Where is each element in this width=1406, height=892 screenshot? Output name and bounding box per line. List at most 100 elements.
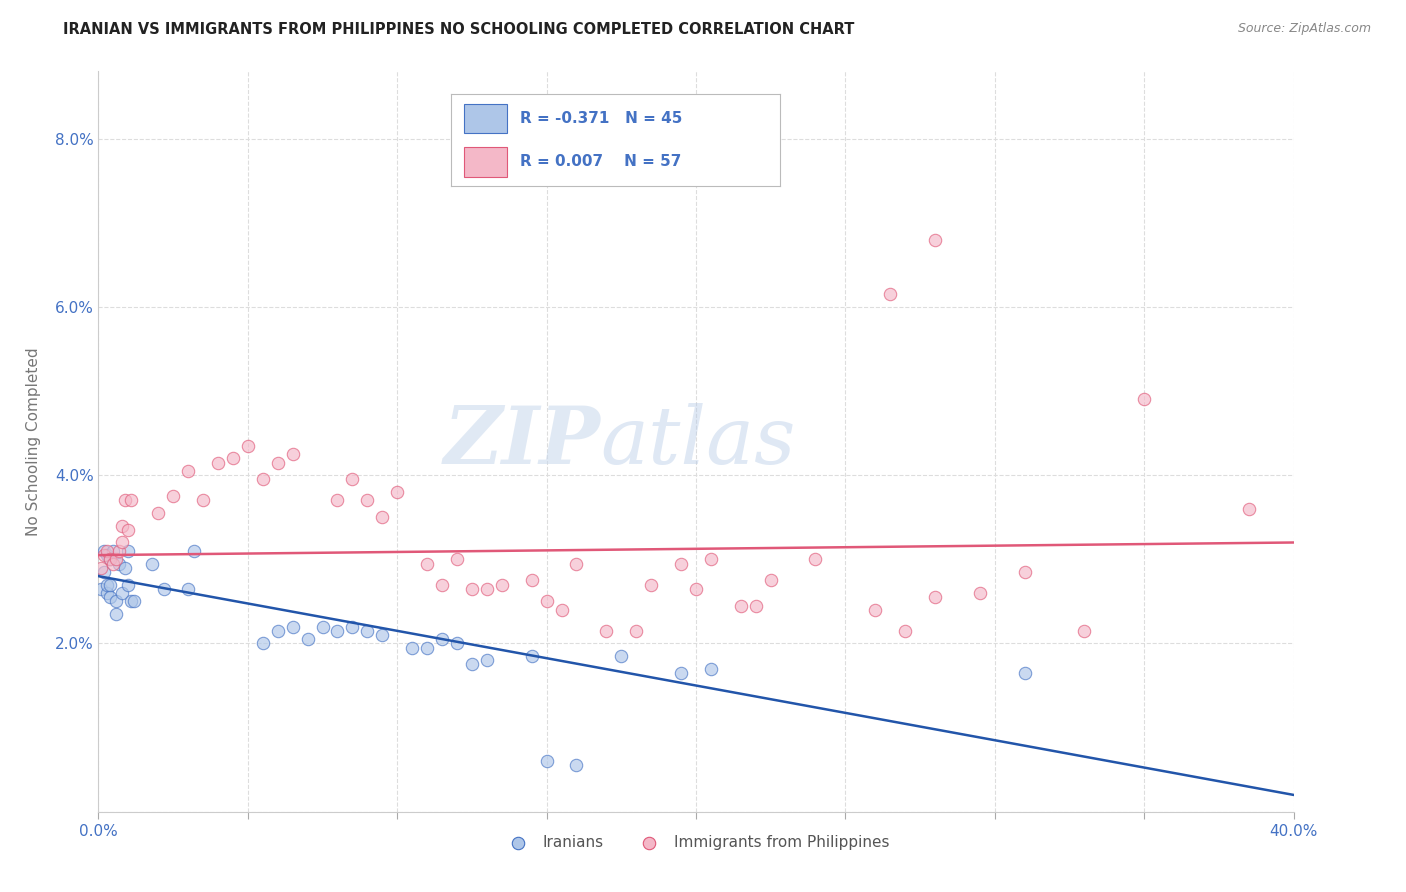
Point (356, 624, 378, 638)
Point (98, 552, 122, 566)
Point (1133, 392, 1156, 407)
Point (446, 552, 468, 566)
Point (105, 607, 128, 621)
Point (105, 594, 128, 608)
Point (491, 577, 513, 591)
Point (120, 594, 142, 608)
Point (252, 472, 274, 486)
Point (804, 552, 827, 566)
Point (371, 510, 394, 524)
Point (267, 624, 290, 638)
Point (385, 485, 409, 500)
Point (96, 548, 118, 562)
Point (96, 586, 118, 600)
Point (1014, 665, 1036, 680)
Point (252, 636, 274, 650)
Point (894, 624, 917, 638)
Point (111, 586, 134, 600)
Point (93, 548, 115, 562)
Point (148, 506, 170, 520)
Point (520, 649, 543, 664)
Point (111, 518, 134, 533)
Point (267, 456, 290, 470)
Point (114, 560, 136, 574)
Point (700, 552, 723, 566)
Point (565, 758, 588, 772)
Point (685, 582, 707, 596)
Point (759, 574, 782, 588)
Point (700, 662, 723, 676)
Text: ZIP: ZIP (443, 403, 600, 480)
Point (96, 577, 118, 591)
Point (356, 493, 378, 508)
Point (108, 544, 131, 558)
Point (669, 557, 692, 571)
Point (183, 544, 205, 558)
Point (371, 628, 394, 642)
Point (475, 653, 498, 667)
Point (281, 447, 304, 461)
Point (1073, 624, 1095, 638)
Point (177, 464, 200, 478)
Point (311, 619, 333, 633)
Point (326, 493, 349, 508)
Point (93, 544, 115, 558)
Point (96, 544, 118, 558)
Point (162, 489, 184, 503)
Point (430, 577, 453, 591)
Point (222, 451, 245, 466)
Point (117, 523, 139, 537)
Point (879, 287, 901, 301)
Text: IRANIAN VS IMMIGRANTS FROM PHILIPPINES NO SCHOOLING COMPLETED CORRELATION CHART: IRANIAN VS IMMIGRANTS FROM PHILIPPINES N… (63, 22, 855, 37)
Point (124, 594, 146, 608)
Point (430, 632, 453, 647)
Point (98, 577, 122, 591)
Point (669, 665, 692, 680)
Point (565, 557, 588, 571)
Point (520, 574, 543, 588)
Point (103, 544, 125, 558)
Point (98, 552, 122, 566)
Point (475, 582, 498, 596)
Point (969, 586, 991, 600)
Point (117, 577, 139, 591)
Point (342, 472, 364, 486)
Point (281, 619, 304, 633)
Point (461, 582, 484, 596)
Point (114, 493, 136, 508)
Point (640, 577, 662, 591)
Point (207, 456, 229, 470)
Point (342, 619, 364, 633)
Point (865, 603, 887, 617)
Point (416, 640, 439, 655)
Point (610, 649, 633, 664)
Point (141, 557, 163, 571)
Point (924, 590, 946, 604)
Point (595, 624, 617, 638)
Text: Source: ZipAtlas.com: Source: ZipAtlas.com (1237, 22, 1371, 36)
Point (924, 233, 946, 247)
Point (108, 557, 131, 571)
Point (103, 557, 125, 571)
Y-axis label: No Schooling Completed: No Schooling Completed (25, 347, 41, 536)
Point (105, 552, 128, 566)
Point (1237, 501, 1260, 516)
Point (730, 599, 752, 613)
Point (536, 594, 558, 608)
Point (191, 493, 214, 508)
Point (120, 493, 142, 508)
Text: atlas: atlas (600, 403, 796, 480)
Point (90, 582, 112, 596)
Point (153, 582, 176, 596)
Legend: Iranians, Immigrants from Philippines: Iranians, Immigrants from Philippines (496, 829, 896, 856)
Point (111, 535, 134, 549)
Point (536, 754, 558, 768)
Point (416, 557, 439, 571)
Point (550, 603, 572, 617)
Point (626, 624, 648, 638)
Point (1014, 565, 1036, 579)
Point (177, 582, 200, 596)
Point (461, 657, 484, 672)
Point (446, 636, 468, 650)
Point (93, 565, 115, 579)
